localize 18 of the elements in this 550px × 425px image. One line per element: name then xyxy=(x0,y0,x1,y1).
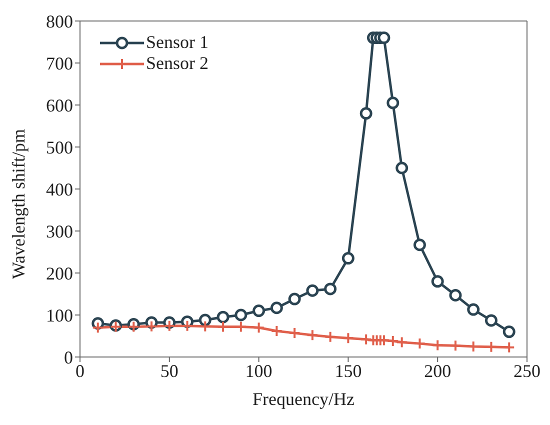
y-tick-label: 700 xyxy=(46,53,73,74)
x-axis-title: Frequency/Hz xyxy=(252,389,354,409)
y-tick-label: 0 xyxy=(64,347,73,368)
x-tick-label: 50 xyxy=(160,360,178,381)
x-tick-label: 200 xyxy=(424,360,452,381)
y-tick-label: 200 xyxy=(46,263,73,284)
y-tick-label: 800 xyxy=(46,11,73,32)
legend-label: Sensor 1 xyxy=(146,32,208,53)
legend-label: Sensor 2 xyxy=(146,53,208,74)
y-tick-label: 100 xyxy=(46,305,73,326)
y-axis-title: Wavelength shift/pm xyxy=(8,128,28,279)
x-tick-label: 250 xyxy=(514,360,540,381)
y-tick-label: 300 xyxy=(46,221,73,242)
x-tick-label: 150 xyxy=(334,360,362,381)
y-tick-label: 500 xyxy=(46,137,73,158)
y-tick-label: 600 xyxy=(46,95,73,116)
y-tick-label: 400 xyxy=(46,179,73,200)
x-tick-label: 100 xyxy=(245,360,272,381)
